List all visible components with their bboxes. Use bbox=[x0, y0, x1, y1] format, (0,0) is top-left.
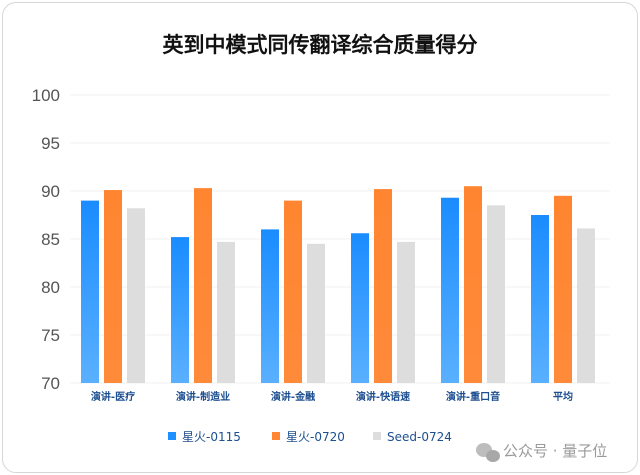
bar-3-1 bbox=[127, 208, 145, 383]
x-tick-label: 演讲-医疗 bbox=[91, 390, 135, 403]
bar-3-5 bbox=[487, 205, 505, 383]
legend-swatch bbox=[168, 432, 176, 440]
legend-label: Seed-0724 bbox=[387, 430, 452, 444]
x-tick-label: 演讲-制造业 bbox=[176, 390, 230, 403]
legend-swatch bbox=[373, 432, 381, 440]
bar-2-6 bbox=[554, 195, 572, 383]
legend-swatch bbox=[272, 432, 280, 440]
bar-3-6 bbox=[577, 228, 595, 383]
bar-3-4 bbox=[397, 241, 415, 383]
bar-1-4 bbox=[351, 233, 369, 383]
chart-title: 英到中模式同传翻译综合质量得分 bbox=[163, 33, 478, 57]
bar-3-2 bbox=[217, 241, 235, 383]
bar-2-2 bbox=[194, 188, 212, 383]
y-tick-label: 95 bbox=[41, 134, 60, 153]
bar-1-2 bbox=[171, 237, 189, 383]
bar-2-5 bbox=[464, 186, 482, 383]
wechat-icon bbox=[476, 443, 500, 462]
watermark: 公众号 · 量子位 bbox=[476, 442, 607, 462]
legend-label: 星火-0720 bbox=[286, 430, 345, 444]
watermark-text: 公众号 · 量子位 bbox=[503, 442, 607, 460]
bar-1-1 bbox=[81, 200, 99, 383]
bar-2-1 bbox=[104, 190, 122, 383]
y-tick-label: 90 bbox=[41, 182, 60, 201]
bar-1-6 bbox=[531, 215, 549, 383]
y-tick-label: 80 bbox=[41, 278, 60, 297]
y-tick-label: 100 bbox=[32, 86, 60, 105]
x-tick-label: 演讲-重口音 bbox=[446, 390, 500, 403]
x-tick-label: 演讲-金融 bbox=[271, 390, 315, 403]
bar-2-3 bbox=[284, 200, 302, 383]
bar-2-4 bbox=[374, 189, 392, 383]
bar-3-3 bbox=[307, 243, 325, 383]
y-tick-label: 85 bbox=[41, 230, 60, 249]
y-tick-label: 70 bbox=[41, 374, 60, 393]
legend-label: 星火-0115 bbox=[182, 430, 241, 444]
bar-1-3 bbox=[261, 229, 279, 383]
bar-1-5 bbox=[441, 197, 459, 383]
y-tick-label: 75 bbox=[41, 326, 60, 345]
x-tick-label: 平均 bbox=[553, 390, 573, 403]
x-tick-label: 演讲-快语速 bbox=[356, 390, 410, 403]
